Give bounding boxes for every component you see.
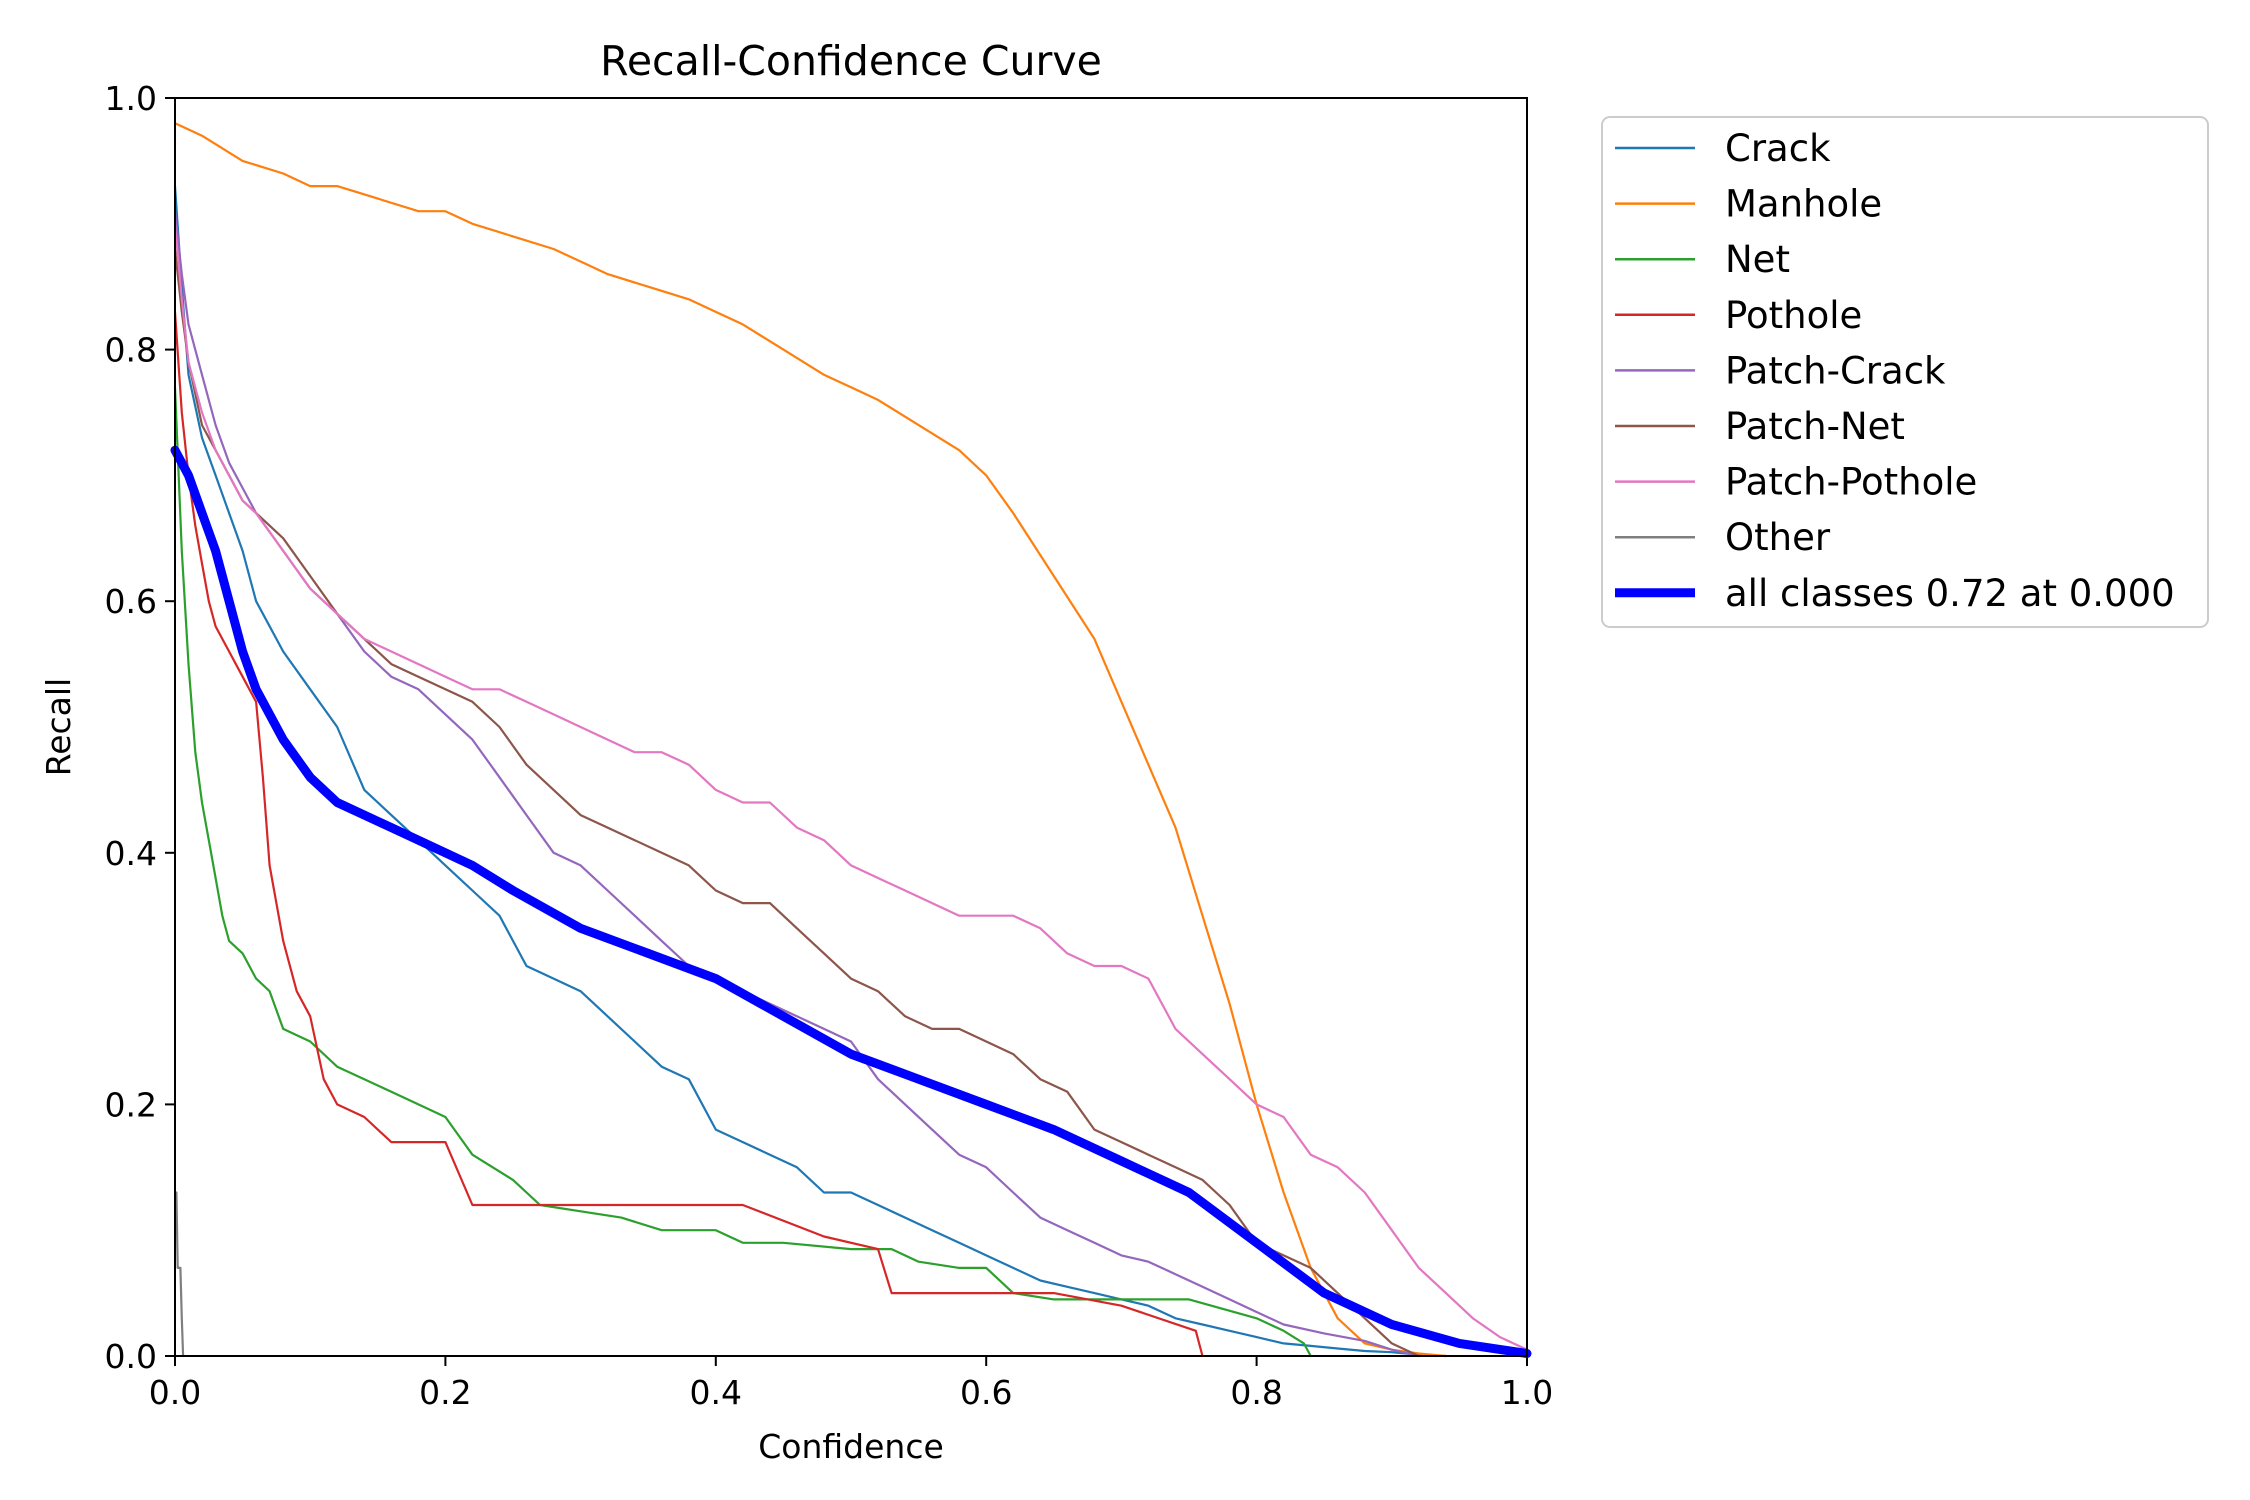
legend-label-net: Net <box>1725 238 1790 281</box>
y-tick-label: 0.2 <box>105 1085 157 1124</box>
legend: Crack Manhole Net Pothole Patch-Crack Patch-N… <box>1601 116 2209 628</box>
y-tick-label: 0.4 <box>105 834 157 873</box>
legend-label-all-classes: all classes 0.72 at 0.000 <box>1725 572 2175 615</box>
legend-box <box>1601 116 2209 628</box>
legend-label-pothole: Pothole <box>1725 294 1862 337</box>
legend-label-manhole: Manhole <box>1725 183 1882 226</box>
x-axis-ticks: 0.0 0.2 0.4 0.6 0.8 1.0 <box>149 1356 1553 1412</box>
series-line-manhole <box>173 122 1447 1358</box>
series-line-patch-pothole <box>173 222 1529 1351</box>
y-tick-label: 0.8 <box>105 331 157 370</box>
chart-title: Recall-Confidence Curve <box>600 37 1102 85</box>
series-layer <box>170 122 1532 1358</box>
x-tick-label: 0.0 <box>149 1373 201 1412</box>
legend-label-patch-net: Patch-Net <box>1725 405 1905 448</box>
y-tick-label: 0.0 <box>105 1337 157 1376</box>
y-axis-label: Recall <box>39 678 78 776</box>
x-tick-label: 0.4 <box>690 1373 742 1412</box>
series-line-other <box>175 1191 185 1358</box>
legend-label-crack: Crack <box>1725 127 1831 170</box>
legend-label-patch-crack: Patch-Crack <box>1725 349 1946 392</box>
plot-frame <box>174 97 1528 1357</box>
x-axis-label: Confidence <box>758 1427 944 1466</box>
series-line-net <box>173 386 1312 1358</box>
series-line-all-classes <box>170 445 1532 1358</box>
series-line-patch-net <box>173 247 1420 1358</box>
y-tick-label: 1.0 <box>105 79 157 118</box>
series-line-crack <box>173 185 1447 1358</box>
x-tick-label: 0.8 <box>1230 1373 1282 1412</box>
legend-label-patch-pothole: Patch-Pothole <box>1725 461 1977 504</box>
x-tick-label: 0.6 <box>960 1373 1012 1412</box>
y-axis-ticks: 0.0 0.2 0.4 0.6 0.8 1.0 <box>105 79 175 1376</box>
x-tick-label: 0.2 <box>419 1373 471 1412</box>
legend-label-other: Other <box>1725 516 1831 559</box>
y-tick-label: 0.6 <box>105 582 157 621</box>
series-line-pothole <box>173 310 1204 1358</box>
x-tick-label: 1.0 <box>1501 1373 1553 1412</box>
